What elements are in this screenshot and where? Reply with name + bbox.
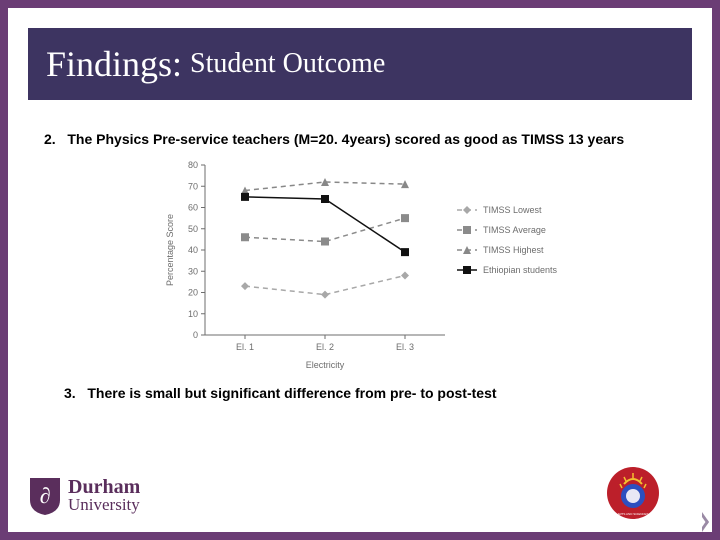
title-main: Findings: xyxy=(46,43,182,85)
svg-text:30: 30 xyxy=(188,266,198,276)
svg-text:Ethiopian students: Ethiopian students xyxy=(483,265,558,275)
svg-text:Electricity: Electricity xyxy=(306,360,345,370)
title-sub: Student Outcome xyxy=(190,48,385,80)
durham-wordmark: Durham University xyxy=(68,478,140,513)
item-text: There is small but significant differenc… xyxy=(87,385,496,401)
logo-word-2: University xyxy=(68,497,140,513)
item-number: 3. xyxy=(64,385,76,401)
svg-text:ARTS AND SCIENCES: ARTS AND SCIENCES xyxy=(617,512,648,516)
svg-text:TIMSS Highest: TIMSS Highest xyxy=(483,245,544,255)
svg-text:El. 2: El. 2 xyxy=(316,342,334,352)
svg-text:20: 20 xyxy=(188,287,198,297)
svg-text:TIMSS Average: TIMSS Average xyxy=(483,225,546,235)
resize-handle-icon xyxy=(696,516,708,528)
svg-text:TIMSS Lowest: TIMSS Lowest xyxy=(483,205,542,215)
svg-text:El. 1: El. 1 xyxy=(236,342,254,352)
durham-logo: ∂ Durham University xyxy=(28,476,140,516)
svg-text:50: 50 xyxy=(188,224,198,234)
line-chart: 0 10 20 30 40 50 60 70 80 El. 1 El. 2 El. 3 Electric… xyxy=(155,157,565,373)
svg-text:0: 0 xyxy=(193,330,198,340)
svg-text:Percentage Score: Percentage Score xyxy=(165,214,175,286)
finding-item-2: 2. The Physics Pre-service teachers (M=2… xyxy=(44,130,676,149)
svg-text:80: 80 xyxy=(188,160,198,170)
svg-text:∂: ∂ xyxy=(40,483,51,508)
svg-text:60: 60 xyxy=(188,202,198,212)
svg-text:40: 40 xyxy=(188,245,198,255)
slide-body: 2. The Physics Pre-service teachers (M=2… xyxy=(44,130,676,401)
badge-icon: ARTS AND SCIENCES xyxy=(606,466,660,520)
finding-item-3: 3. There is small but significant differ… xyxy=(44,385,676,401)
title-bar: Findings: Student Outcome xyxy=(28,28,692,100)
svg-text:10: 10 xyxy=(188,309,198,319)
item-number: 2. xyxy=(44,131,56,147)
svg-text:El. 3: El. 3 xyxy=(396,342,414,352)
durham-crest-icon: ∂ xyxy=(28,476,62,516)
svg-text:70: 70 xyxy=(188,181,198,191)
item-text: The Physics Pre-service teachers (M=20. … xyxy=(67,131,624,147)
